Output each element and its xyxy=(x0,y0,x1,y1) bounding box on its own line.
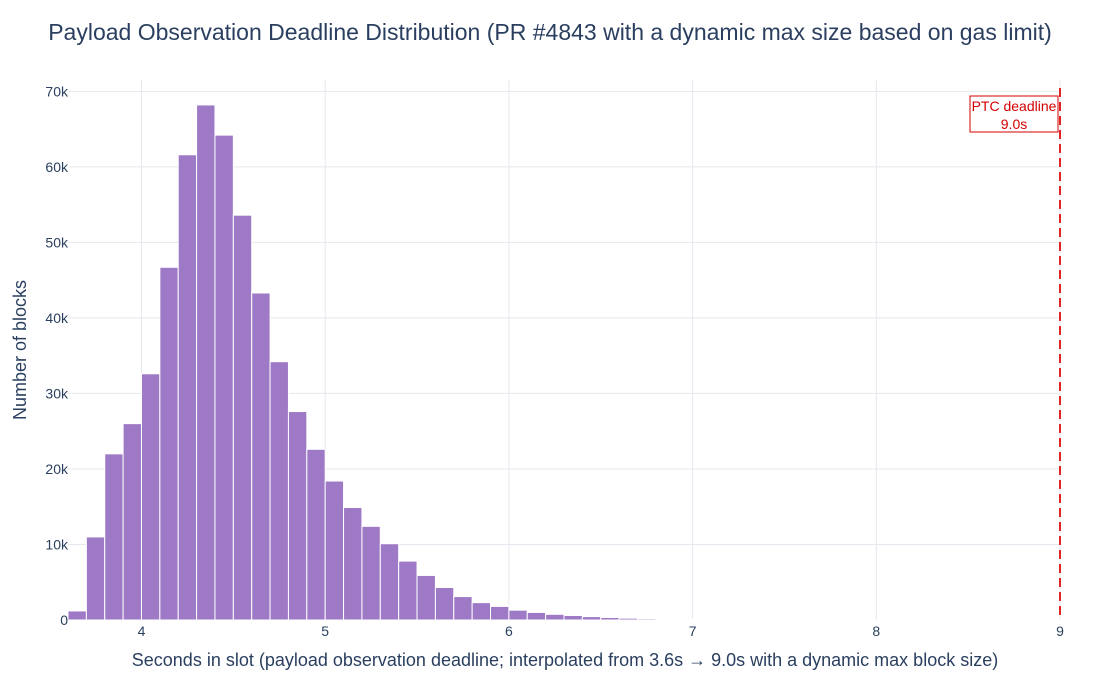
x-tick-label: 6 xyxy=(505,623,513,639)
x-tick-label: 8 xyxy=(872,623,880,639)
histogram-bar xyxy=(600,617,620,621)
histogram-bar xyxy=(232,214,253,621)
chart-title: Payload Observation Deadline Distributio… xyxy=(48,19,1052,45)
x-tick-label: 7 xyxy=(689,623,697,639)
x-axis-title: Seconds in slot (payload observation dea… xyxy=(132,650,998,670)
y-tick-label: 30k xyxy=(45,385,69,401)
histogram-bar xyxy=(343,506,363,621)
histogram-bar xyxy=(673,618,694,621)
x-tick-label: 9 xyxy=(1056,623,1064,639)
histogram-bar xyxy=(545,613,565,621)
y-tick-label: 50k xyxy=(45,234,69,250)
y-axis-title: Number of blocks xyxy=(10,280,30,420)
histogram-bar xyxy=(104,453,124,621)
histogram-bar xyxy=(306,448,326,621)
histogram-bar xyxy=(196,104,216,621)
deadline-annotation: PTC deadline 9.0s xyxy=(969,88,1061,620)
histogram-bar xyxy=(453,596,473,621)
ptc-deadline-label: PTC deadline xyxy=(972,98,1057,114)
histogram-bar xyxy=(508,609,528,621)
y-tick-label: 40k xyxy=(45,310,69,326)
y-tick-label: 60k xyxy=(45,159,69,175)
histogram-bar xyxy=(434,587,455,621)
histogram-bar xyxy=(379,543,400,621)
histogram-bar xyxy=(692,618,712,621)
histogram-bar xyxy=(122,423,142,621)
histogram-bar xyxy=(471,602,492,621)
histogram-bar xyxy=(416,574,436,621)
histogram-bar xyxy=(159,266,179,621)
ptc-deadline-label-box xyxy=(969,95,1059,133)
y-tick-label: 70k xyxy=(45,83,69,99)
histogram-bar xyxy=(526,611,547,621)
histogram-bar xyxy=(361,525,381,621)
histogram-bar xyxy=(67,610,87,621)
x-tick-label: 4 xyxy=(138,623,146,639)
histogram-bar xyxy=(214,134,234,621)
histogram-bar xyxy=(563,614,583,621)
histogram-bar xyxy=(490,605,510,621)
histogram-bar xyxy=(655,618,675,621)
histogram-bar xyxy=(398,560,418,621)
axis-ticks: 0 10k 20k 30k 40k 50k 60k 70k 4 5 6 7 8 9 xyxy=(45,83,1064,639)
y-tick-label: 10k xyxy=(45,536,69,552)
histogram-bar xyxy=(251,292,271,621)
histogram-bar xyxy=(85,536,106,621)
histogram-bar xyxy=(636,618,657,621)
histogram-bar xyxy=(177,154,198,621)
histogram-bar xyxy=(618,617,638,621)
histogram-bars xyxy=(67,104,859,621)
histogram-bar xyxy=(324,480,345,621)
y-tick-label: 0 xyxy=(60,612,68,628)
y-tick-label: 20k xyxy=(45,461,69,477)
histogram-bar xyxy=(140,373,161,621)
histogram-bar xyxy=(269,361,289,621)
histogram-bar xyxy=(581,616,602,621)
histogram-bar xyxy=(287,411,308,621)
x-tick-label: 5 xyxy=(321,623,329,639)
ptc-deadline-value: 9.0s xyxy=(1001,116,1027,132)
